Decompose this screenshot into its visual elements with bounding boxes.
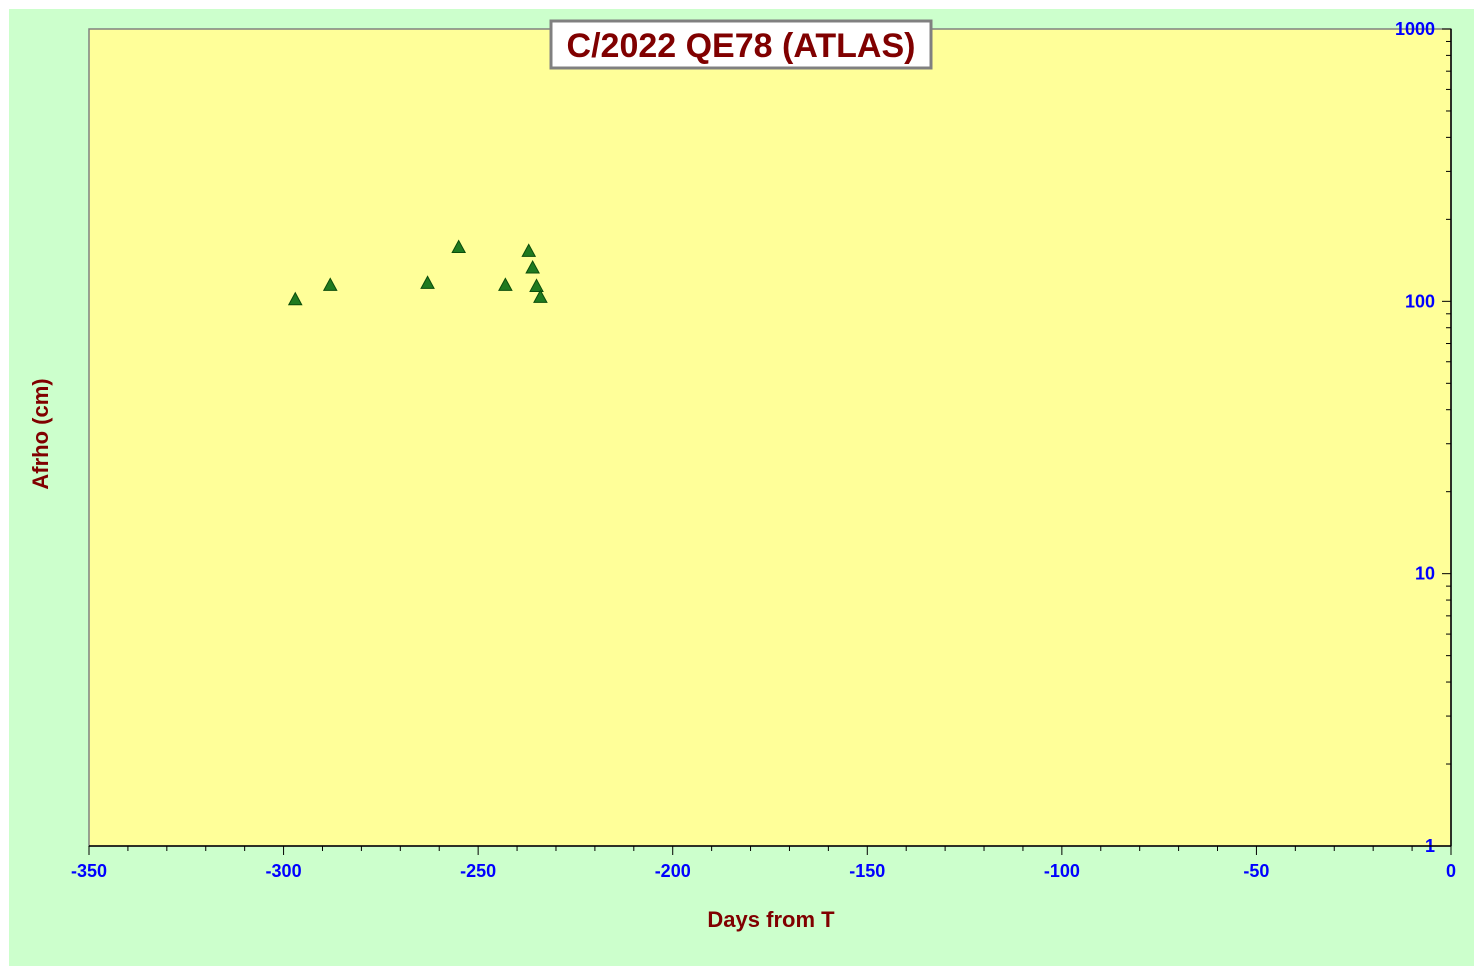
x-axis-title: Days from T bbox=[707, 907, 835, 932]
x-tick-label: -250 bbox=[460, 861, 496, 881]
x-tick-label: -200 bbox=[655, 861, 691, 881]
x-tick-label: -100 bbox=[1044, 861, 1080, 881]
chart-title: C/2022 QE78 (ATLAS) bbox=[567, 27, 916, 65]
y-tick-label: 10 bbox=[1415, 564, 1435, 584]
x-tick-label: -150 bbox=[849, 861, 885, 881]
data-points bbox=[287, 239, 548, 306]
data-point bbox=[529, 278, 544, 292]
x-axis: -350 -300 -250 -200 -150 -100 -50 0 bbox=[71, 845, 1456, 881]
y-axis-title: Afrho (cm) bbox=[28, 378, 53, 489]
data-point bbox=[322, 277, 338, 291]
data-point bbox=[533, 289, 548, 303]
data-point bbox=[498, 277, 513, 291]
data-point bbox=[525, 260, 540, 274]
x-tick-label: -300 bbox=[266, 861, 302, 881]
x-tick-label: -50 bbox=[1243, 861, 1269, 881]
x-tick-label: -350 bbox=[71, 861, 107, 881]
y-tick-label: 100 bbox=[1405, 291, 1435, 311]
chart-title-frame bbox=[549, 19, 933, 70]
y-tick-label: 1000 bbox=[1395, 19, 1435, 39]
data-point bbox=[451, 239, 467, 254]
data-point bbox=[420, 275, 435, 289]
plot-area bbox=[88, 28, 1452, 847]
data-point bbox=[521, 243, 537, 257]
data-point bbox=[287, 291, 303, 306]
chart-title-box: C/2022 QE78 (ATLAS) bbox=[549, 19, 933, 70]
x-tick-label: 0 bbox=[1446, 861, 1456, 881]
